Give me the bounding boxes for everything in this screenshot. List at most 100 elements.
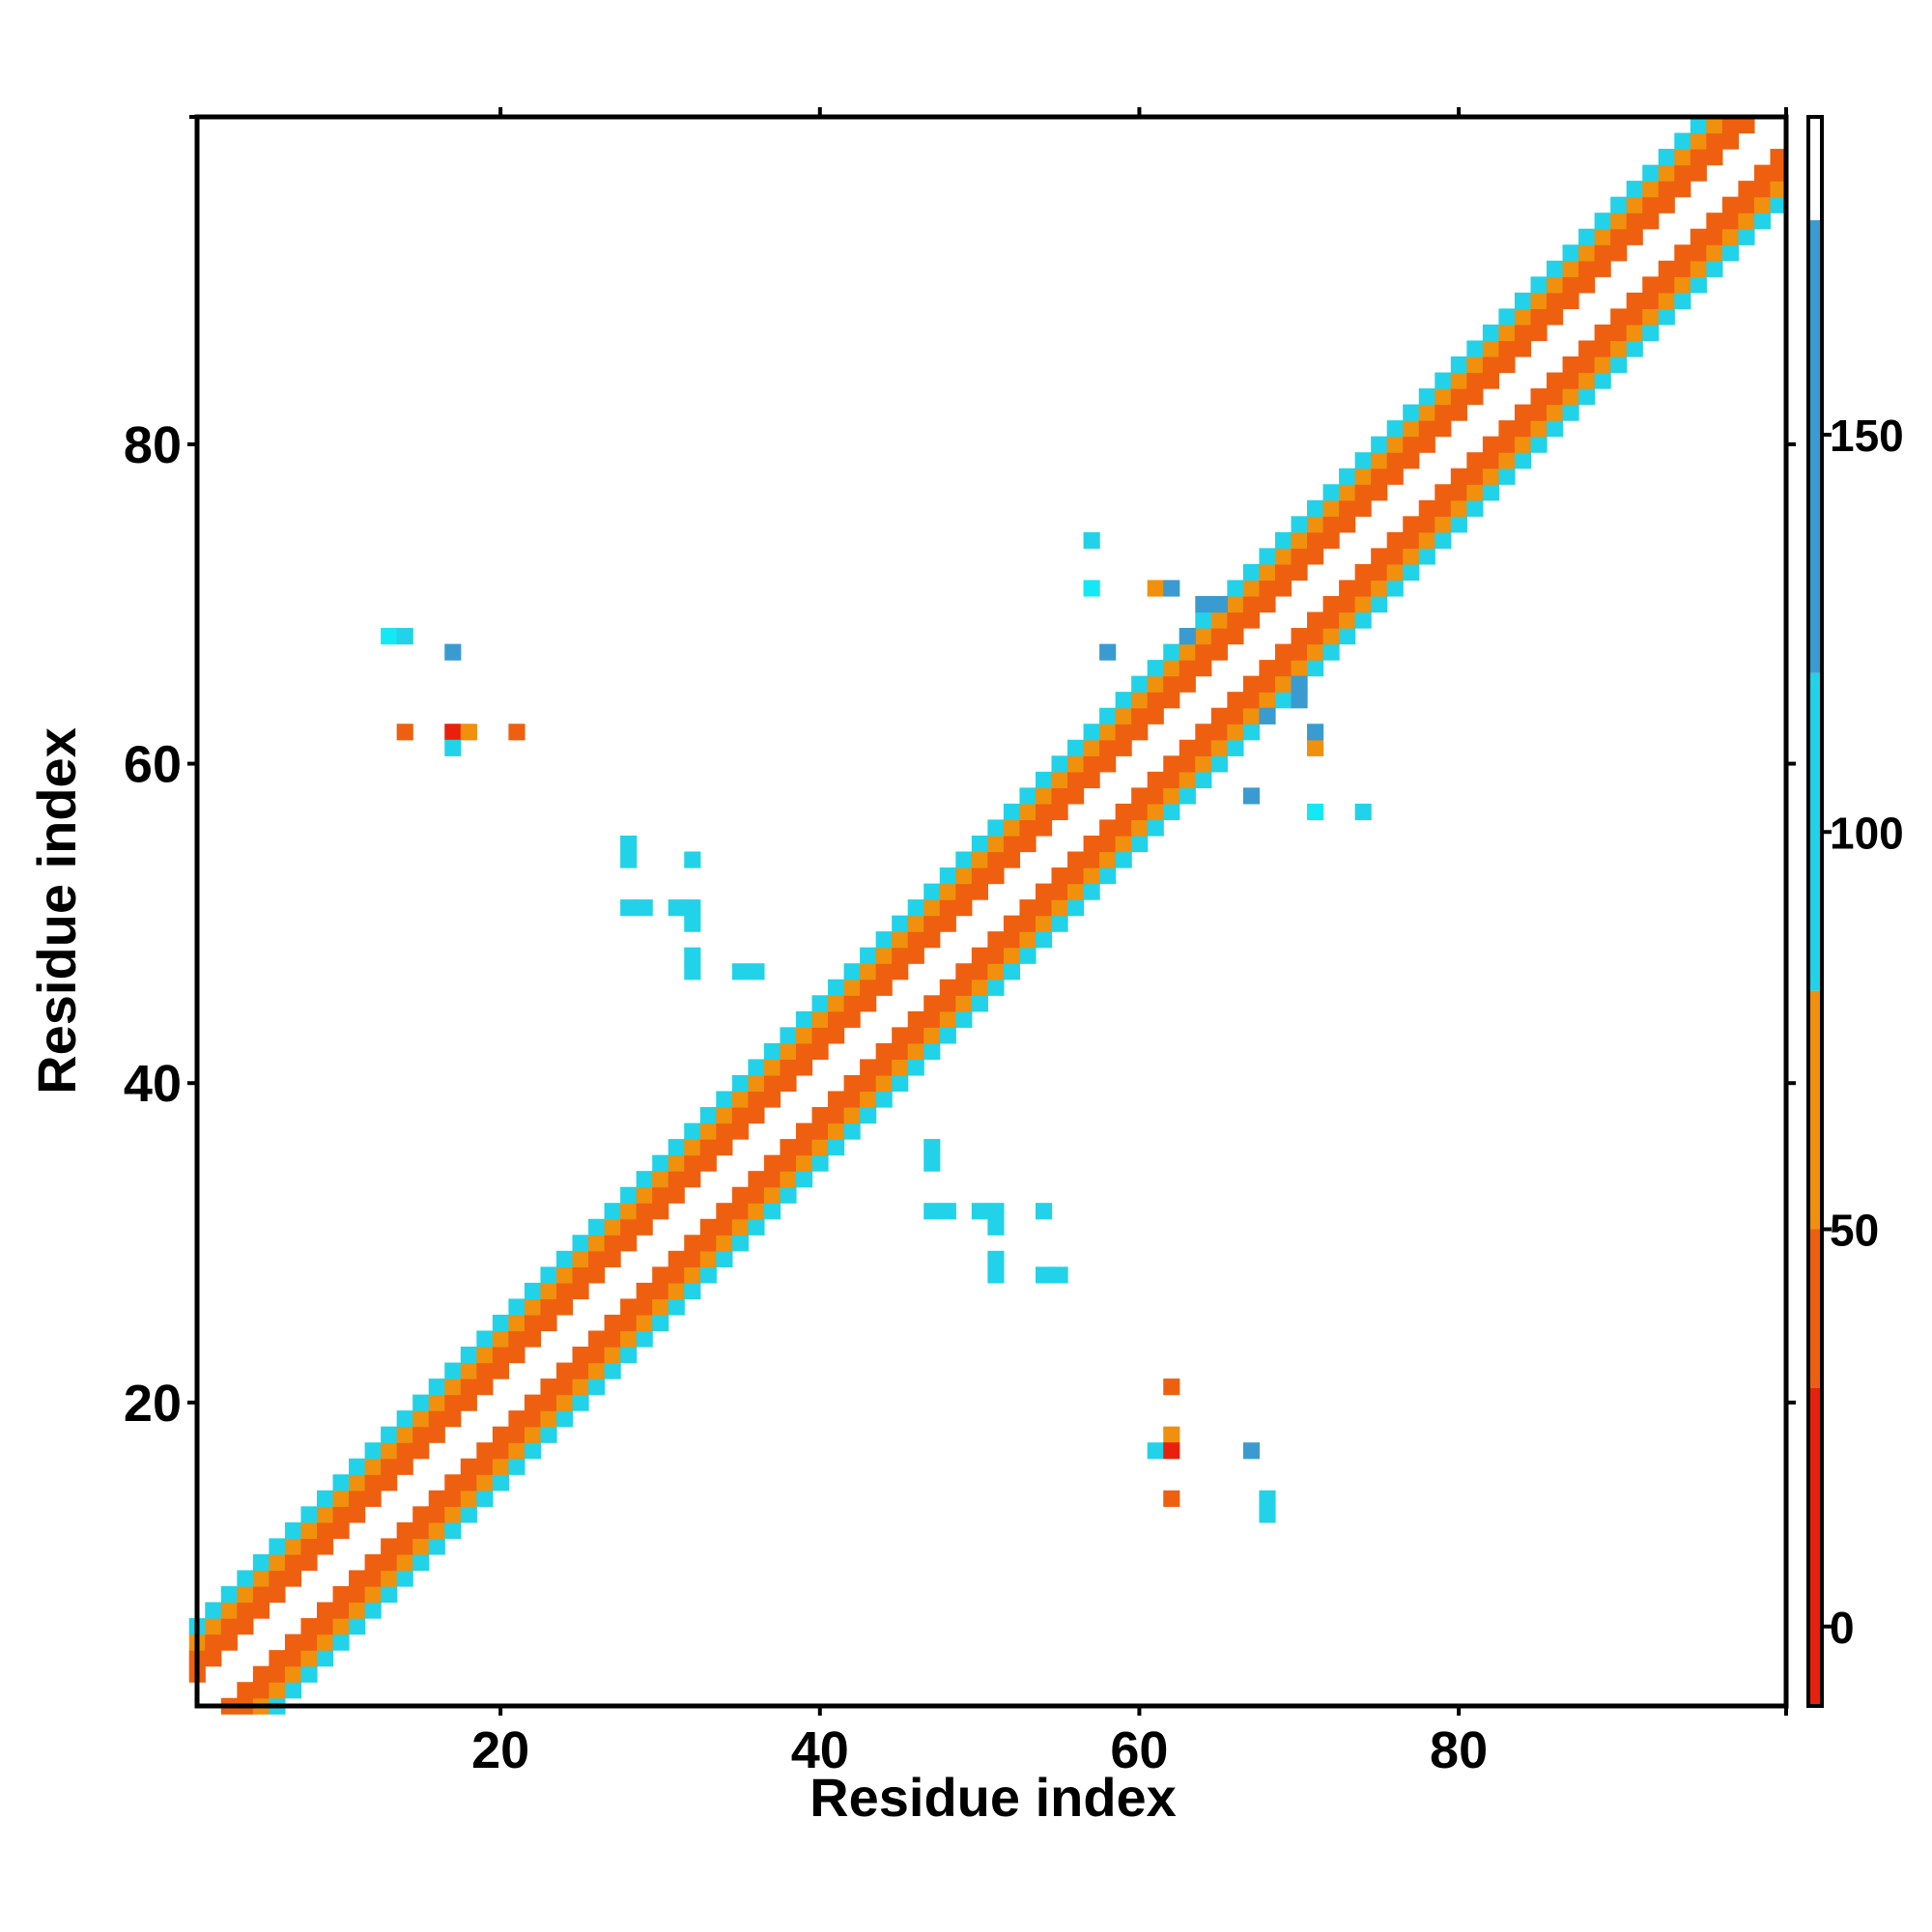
heatmap-cell [1721,132,1740,150]
heatmap-cell [1019,819,1037,837]
heatmap-cell [1195,628,1212,645]
heatmap-cell [731,1107,749,1124]
heatmap-cell [907,1059,924,1076]
heatmap-cell [396,1521,413,1540]
heatmap-cell [636,1330,653,1348]
heatmap-cell [284,1538,302,1555]
heatmap-cell [1195,771,1212,788]
heatmap-cell [955,1010,973,1028]
heatmap-cell [780,1139,797,1156]
heatmap-cell [892,1074,909,1093]
heatmap-cell [396,724,413,741]
heatmap-cell [460,1458,477,1475]
heatmap-cell [971,995,988,1012]
heatmap-cell [748,1107,765,1124]
heatmap-cell [1115,707,1132,724]
heatmap-cell [1578,340,1596,357]
heatmap-cell [572,1394,589,1411]
heatmap-cell [1706,228,1723,245]
heatmap-cell [524,1314,542,1332]
heatmap-cell [1210,628,1228,645]
heatmap-cell [1131,707,1149,724]
heatmap-cell [492,1426,509,1443]
heatmap-cell [444,1394,462,1411]
heatmap-cell [620,1186,638,1204]
heatmap-cell [1259,675,1276,693]
heatmap-cell [1386,468,1404,485]
heatmap-cell [763,1059,781,1076]
heatmap-cell [364,1442,382,1460]
heatmap-cell [731,1091,749,1108]
heatmap-cell [364,1474,382,1492]
heatmap-cell [588,1218,606,1236]
heatmap-cell [381,1570,398,1587]
heatmap-cell [1307,516,1324,533]
heatmap-cell [381,1474,398,1492]
heatmap-cell [1450,404,1467,421]
heatmap-cell [1610,324,1628,342]
heatmap-cell [987,979,1005,996]
heatmap-cell [1562,260,1579,277]
heatmap-cell [364,1490,382,1507]
heatmap-cell [1386,436,1404,453]
heatmap-cell [811,1139,829,1156]
heatmap-cell [364,1602,382,1619]
heatmap-cell [349,1586,366,1604]
heatmap-cell [763,1186,781,1204]
y-tick-label: 40 [124,1055,182,1113]
heatmap-cell [1354,803,1372,821]
heatmap-cell [412,1553,430,1572]
heatmap-cell [1498,436,1516,453]
heatmap-cell [555,1250,574,1267]
heatmap-cell [811,1154,829,1172]
heatmap-cell [1547,292,1564,309]
heatmap-cell [1067,883,1085,900]
heatmap-cell [1035,899,1053,917]
heatmap-cell [1259,707,1276,724]
heatmap-cell [381,1442,398,1460]
heatmap-cell [731,1186,749,1204]
heatmap-cell [684,915,701,932]
heatmap-cell [1147,660,1164,677]
heatmap-cell [1210,724,1228,741]
heatmap-cell [588,1362,606,1379]
heatmap-cell [1482,372,1500,389]
heatmap-cell [987,1250,1005,1267]
heatmap-cell [540,1314,557,1332]
heatmap-cell [1498,452,1516,469]
heatmap-cell [1721,117,1740,134]
heatmap-cell [987,1218,1005,1236]
heatmap-cell [748,1186,765,1204]
heatmap-cell [1291,675,1308,693]
heatmap-cell [252,1570,270,1587]
heatmap-cell [1626,213,1643,230]
heatmap-cell [828,1010,845,1028]
heatmap-cell [1690,228,1707,245]
heatmap-cell [748,963,765,980]
heatmap-cell [1147,787,1164,805]
heatmap-cell [860,979,877,996]
heatmap-cell [1163,1442,1180,1460]
heatmap-cell [1131,819,1149,837]
heatmap-cell [349,1458,366,1475]
heatmap-cell [1371,436,1388,453]
heatmap-cell [1753,196,1772,213]
heatmap-cell [269,1682,286,1699]
heatmap-cell [1035,771,1053,788]
heatmap-cell [1690,149,1707,166]
heatmap-cell [907,1042,924,1061]
heatmap-cell [1291,692,1308,709]
heatmap-cell [332,1602,350,1619]
heatmap-cell [652,1282,669,1300]
heatmap-cell [1642,292,1660,309]
heatmap-cell [1418,388,1435,406]
heatmap-cell [955,899,973,917]
heatmap-cell [780,1027,797,1044]
heatmap-cell [811,1107,829,1124]
heatmap-cell [381,1538,398,1555]
heatmap-cell [428,1378,445,1396]
heatmap-cell [652,1298,669,1316]
heatmap-cell [555,1410,574,1428]
heatmap-cell [316,1602,334,1619]
heatmap-cell [1307,724,1324,741]
